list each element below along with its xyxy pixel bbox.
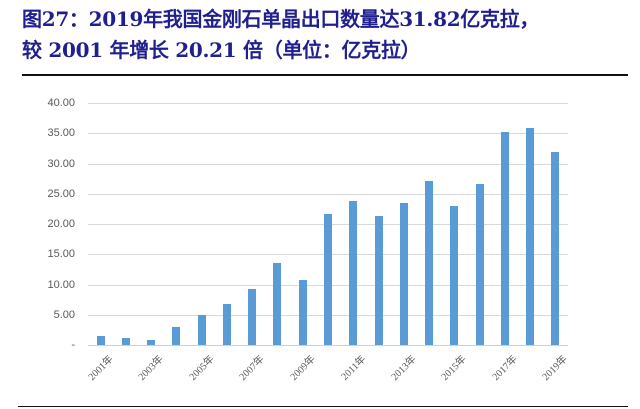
bar-2008年 — [273, 263, 282, 345]
title-divider — [22, 74, 628, 76]
x-axis-line — [88, 345, 568, 346]
bar-2004年 — [172, 326, 181, 345]
bar-2011年 — [349, 201, 358, 345]
bar-2010年 — [324, 214, 332, 345]
x-axis-tick-label: 2003年 — [136, 353, 166, 383]
bar-2014年 — [425, 181, 434, 345]
y-axis-tick-label: 30.00 — [47, 157, 75, 170]
gridline — [88, 164, 568, 165]
gridline — [88, 133, 568, 134]
figure-title-line-2: 较 2001 年增长 20.21 倍（单位：亿克拉） — [22, 38, 421, 62]
bar-2016年 — [475, 184, 484, 345]
bottom-divider — [18, 406, 628, 407]
figure-title: 图27：2019年我国金刚石单晶出口数量达31.82亿克拉， 较 2001 年增… — [22, 4, 632, 66]
figure-title-line-1: 图27：2019年我国金刚石单晶出口数量达31.82亿克拉， — [22, 7, 540, 31]
y-axis-tick-label: 35.00 — [47, 127, 75, 140]
bar-2018年 — [526, 127, 535, 345]
bar-2009年 — [298, 280, 307, 345]
y-axis-tick-label: 25.00 — [47, 187, 75, 200]
y-axis-tick-label: 10.00 — [47, 278, 75, 291]
x-axis-tick-label: 2017年 — [490, 353, 520, 383]
y-axis-tick-label: 5.00 — [53, 308, 75, 321]
bar-2019年 — [551, 152, 560, 345]
x-axis-tick-label: 2011年 — [339, 353, 368, 383]
x-axis-tick-label: 2009年 — [288, 353, 318, 383]
bar-2013年 — [399, 203, 408, 345]
bar-2017年 — [500, 132, 509, 345]
y-axis-tick-label: 20.00 — [47, 218, 75, 230]
bar-2005年 — [197, 314, 206, 345]
bar-2002年 — [121, 337, 130, 345]
x-axis-tick-label: 2015年 — [439, 353, 469, 383]
bar-2012年 — [374, 216, 383, 345]
x-axis-tick-label: 2019年 — [540, 353, 570, 383]
gridline — [88, 103, 568, 104]
y-axis-tick-label: 15.00 — [47, 248, 75, 261]
bar-2007年 — [248, 289, 257, 345]
bar-2001年 — [96, 335, 105, 345]
x-axis-tick-label: 2001年 — [86, 353, 116, 383]
x-axis-tick-label: 2007年 — [237, 353, 267, 383]
y-axis-tick-label: - — [71, 339, 75, 351]
bar-2015年 — [450, 206, 459, 345]
x-axis-tick-label: 2005年 — [187, 353, 217, 383]
gridline — [88, 194, 568, 195]
y-axis-tick-label: 40.00 — [47, 97, 75, 109]
bar-2006年 — [222, 303, 231, 345]
x-axis-tick-label: 2013年 — [389, 353, 419, 383]
bar-2003年 — [147, 339, 156, 345]
